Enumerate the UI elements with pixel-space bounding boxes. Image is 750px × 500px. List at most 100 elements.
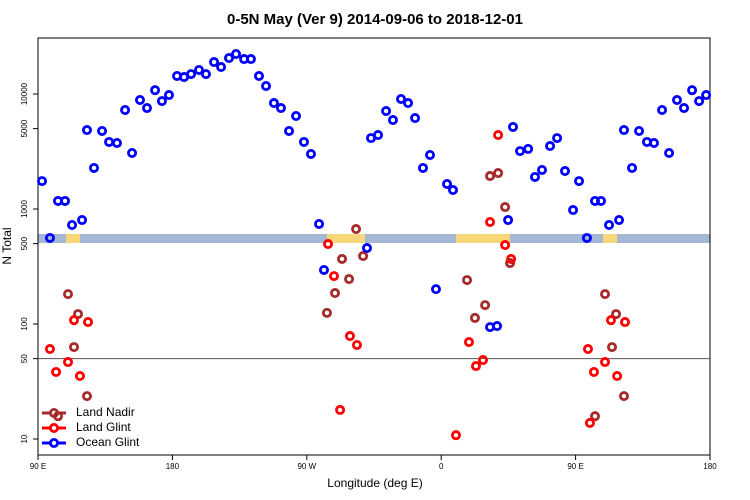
point (223, 53, 234, 64)
point (462, 275, 473, 286)
point (545, 141, 556, 152)
point (582, 344, 593, 355)
chart-title: 0-5N May (Ver 9) 2014-09-06 to 2018-12-0… (227, 11, 523, 28)
point (358, 251, 369, 262)
point (37, 176, 48, 187)
point (701, 90, 712, 101)
x-tick-label: 90 E (30, 462, 46, 471)
point (523, 143, 534, 154)
point (245, 54, 256, 65)
point (679, 103, 690, 114)
point (60, 195, 71, 206)
y-tick-label: 500 (20, 236, 29, 250)
point (387, 115, 398, 126)
point (508, 121, 519, 132)
point (209, 57, 220, 68)
x-tick-label: 0 (439, 462, 444, 471)
legend-marker (49, 437, 60, 448)
y-tick-label: 5000 (20, 119, 29, 137)
point (506, 253, 517, 264)
point (89, 162, 100, 173)
point (186, 69, 197, 80)
point (634, 125, 645, 136)
point (68, 315, 79, 326)
y-tick-label: 10000 (20, 82, 29, 105)
point (163, 90, 174, 101)
point (68, 342, 79, 353)
point (314, 218, 325, 229)
point (529, 171, 540, 182)
point (111, 138, 122, 149)
point (403, 98, 414, 109)
point (664, 147, 675, 158)
point (463, 337, 474, 348)
point (150, 85, 161, 96)
point (67, 220, 78, 231)
point (470, 361, 481, 372)
point (611, 309, 622, 320)
point (450, 430, 461, 441)
point (605, 315, 616, 326)
point (500, 240, 511, 251)
point (142, 103, 153, 114)
point (305, 148, 316, 159)
point (261, 81, 272, 92)
y-tick-label: 50 (20, 354, 29, 363)
legend-label: Land Nadir (76, 405, 135, 419)
point (568, 205, 579, 216)
x-tick-label: 90 W (297, 462, 316, 471)
point (442, 179, 453, 190)
x-axis-label: Longitude (deg E) (327, 476, 422, 490)
point (694, 96, 705, 107)
point (344, 274, 355, 285)
x-tick-label: 180 (166, 462, 180, 471)
x-tick-label: 90 E (567, 462, 583, 471)
point (657, 105, 668, 116)
point (81, 391, 92, 402)
point (671, 95, 682, 106)
point (590, 411, 601, 422)
point (216, 62, 227, 73)
point (503, 215, 514, 226)
point (493, 168, 504, 179)
point (231, 49, 242, 60)
point (74, 371, 85, 382)
y-tick-label: 1000 (20, 200, 29, 218)
point (344, 331, 355, 342)
point (291, 110, 302, 121)
point (268, 98, 279, 109)
point (81, 125, 92, 136)
point (620, 317, 631, 328)
point (430, 284, 441, 295)
point (53, 411, 64, 422)
point (318, 264, 329, 275)
point (83, 317, 94, 328)
point (298, 136, 309, 147)
point (323, 239, 334, 250)
point (134, 95, 145, 106)
point (581, 232, 592, 243)
point (600, 357, 611, 368)
point (480, 300, 491, 311)
point (51, 366, 62, 377)
point (373, 130, 384, 141)
point (485, 217, 496, 228)
point (63, 357, 74, 368)
point (559, 166, 570, 177)
y-tick-label: 100 (20, 317, 29, 331)
point (649, 138, 660, 149)
point (120, 105, 131, 116)
point (515, 146, 526, 157)
point (687, 85, 698, 96)
point (275, 103, 286, 114)
point (351, 339, 362, 350)
point (537, 164, 548, 175)
point (478, 355, 489, 366)
point (424, 149, 435, 160)
point (63, 289, 74, 300)
point (618, 391, 629, 402)
point (417, 162, 428, 173)
x-tick-label: 180 (703, 462, 717, 471)
